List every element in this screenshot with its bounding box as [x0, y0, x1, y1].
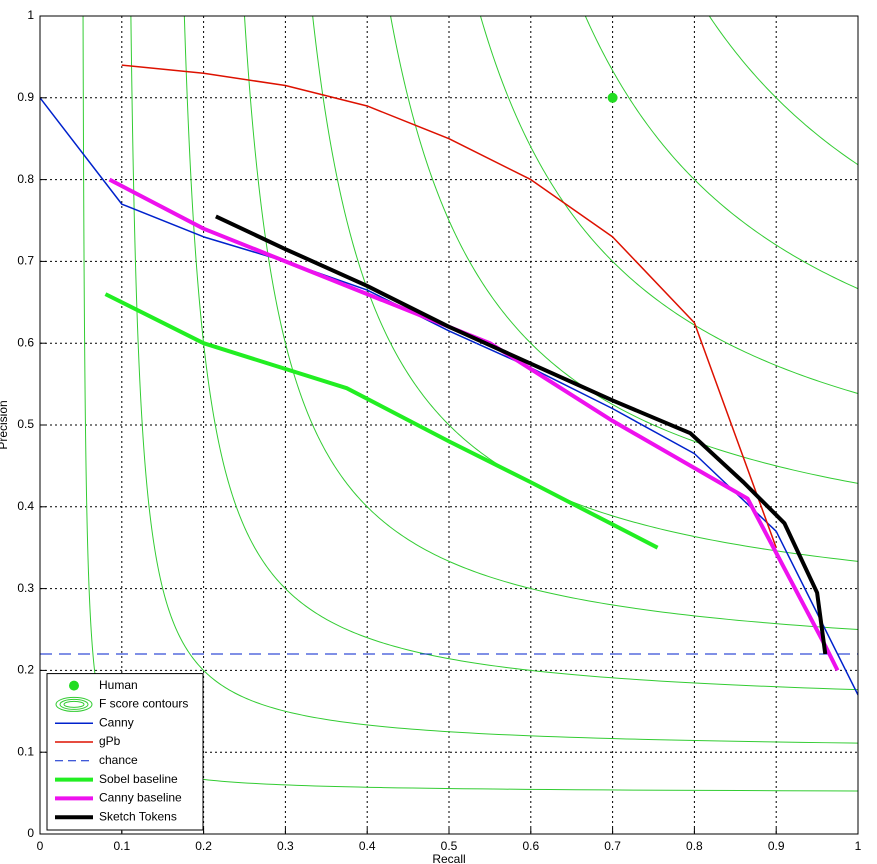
- legend-contour: [59, 698, 89, 710]
- f-score-contour: [183, 16, 858, 691]
- series-line: [215, 214, 828, 655]
- f-score-contour: [479, 16, 858, 395]
- x-tick-label: 0.1: [113, 839, 130, 853]
- series-line: [121, 64, 777, 548]
- legend-label: F score contours: [99, 697, 188, 711]
- legend-marker: [69, 680, 79, 691]
- y-tick-label: 0.3: [17, 581, 34, 595]
- f-score-contour: [584, 16, 858, 290]
- legend-label: gPb: [99, 734, 121, 748]
- y-tick-label: 0.7: [17, 254, 34, 268]
- series-line: [40, 97, 858, 696]
- plot: [40, 16, 858, 792]
- series-line: [104, 292, 659, 550]
- y-tick-label: 0.8: [17, 172, 34, 186]
- f-score-contour: [390, 16, 858, 484]
- legend-label: chance: [99, 753, 138, 767]
- legend-label: Canny: [99, 715, 134, 729]
- legend: Human F score contours Canny gPb chance Sobel…: [46, 673, 204, 831]
- y-tick-label: 0.9: [17, 90, 34, 104]
- x-tick-label: 1: [855, 839, 862, 853]
- x-tick-label: 0.7: [604, 839, 621, 853]
- x-tick-label: 0.6: [522, 839, 539, 853]
- y-tick-label: 0.1: [17, 744, 34, 758]
- legend-label: Sketch Tokens: [99, 809, 177, 823]
- y-tick-label: 0.5: [17, 417, 34, 431]
- x-tick-label: 0.4: [359, 839, 376, 853]
- x-tick-label: 0.9: [768, 839, 785, 853]
- legend-contour: [55, 696, 93, 712]
- legend-label: Sobel baseline: [99, 772, 178, 786]
- x-tick-label: 0: [37, 839, 44, 853]
- legend-label: Canny baseline: [99, 791, 182, 805]
- human-point: [607, 92, 618, 103]
- f-score-contour: [130, 16, 858, 744]
- y-tick-label: 0.2: [17, 663, 34, 677]
- x-tick-label: 0.3: [277, 839, 294, 853]
- y-tick-label: 0.4: [17, 499, 34, 513]
- y-tick-label: 0: [27, 826, 34, 840]
- ticks: 0 0.1 0.2 0.3 0.4 0.5 0.6 0.7 0.8 0.9 1 0 0.1 0.2 0.3 0…: [17, 8, 861, 853]
- f-score-contour: [312, 16, 858, 562]
- x-axis-label: Recall: [432, 852, 465, 864]
- y-tick-label: 1: [27, 8, 34, 22]
- y-tick-label: 0.6: [17, 335, 34, 349]
- x-tick-label: 0.8: [686, 839, 703, 853]
- f-score-contour: [82, 16, 858, 792]
- y-axis-label: Precision: [0, 400, 10, 449]
- x-tick-label: 0.2: [195, 839, 212, 853]
- legend-contour: [63, 700, 85, 708]
- x-tick-label: 0.5: [441, 839, 458, 853]
- legend-label: Human: [99, 678, 138, 692]
